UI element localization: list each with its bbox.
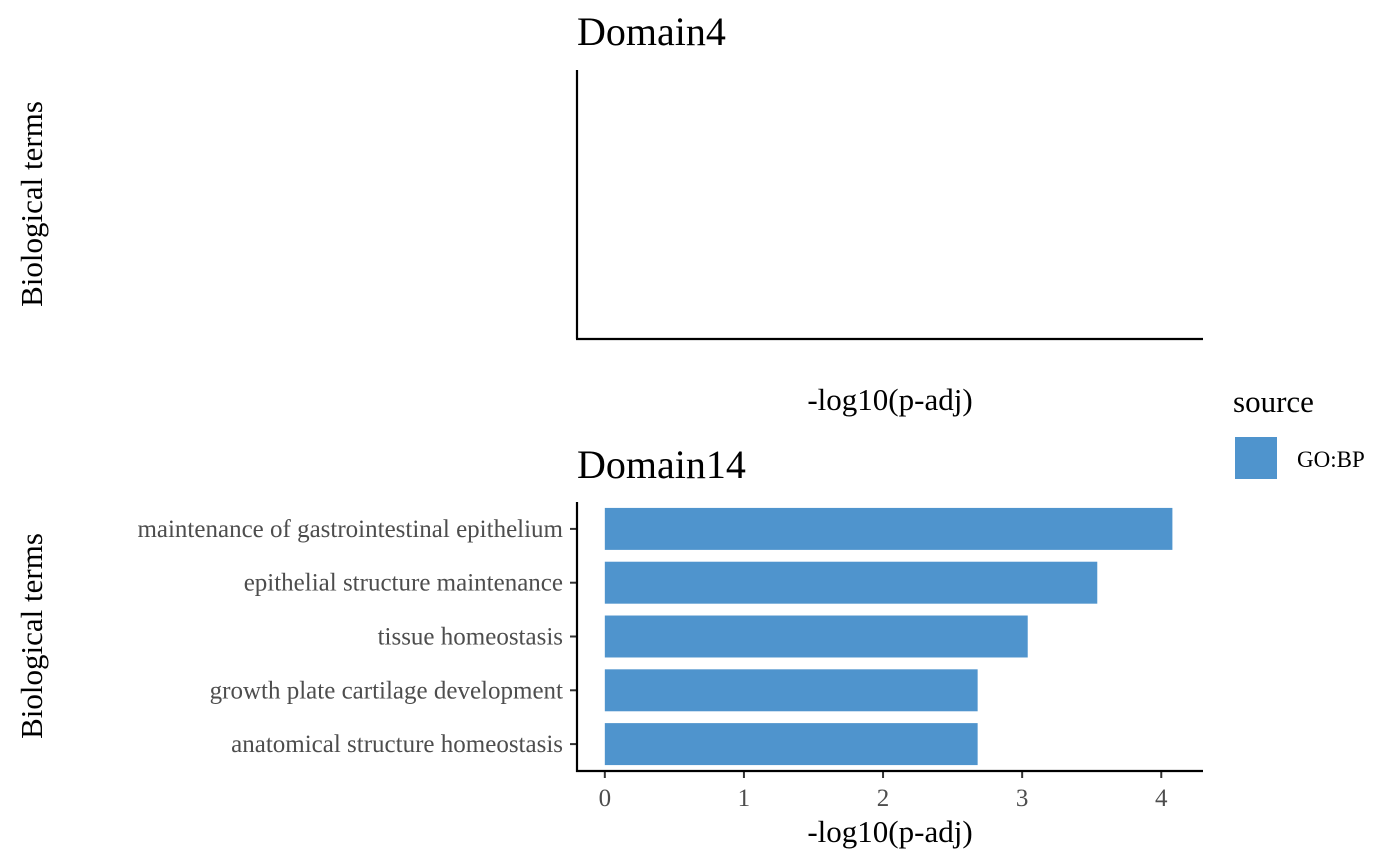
y-tick-label: anatomical structure homeostasis — [231, 731, 563, 758]
legend: source GO:BP — [1233, 384, 1365, 479]
x-tick-label: 1 — [738, 785, 751, 812]
x-tick-label: 3 — [1016, 785, 1029, 812]
y-axis-title: Biological terms — [14, 533, 49, 739]
x-tick-label: 0 — [599, 785, 612, 812]
x-tick-label: 4 — [1155, 785, 1168, 812]
y-axis-title: Biological terms — [14, 101, 49, 307]
bar — [604, 723, 978, 766]
legend-label: GO:BP — [1297, 447, 1365, 472]
bar — [604, 615, 1028, 658]
legend-title: source — [1233, 384, 1314, 419]
y-tick-label: tissue homeostasis — [378, 624, 563, 651]
panel-domain4: Domain4 -log10(p-adj) Biological terms — [14, 9, 1203, 417]
panel-title: Domain4 — [577, 9, 726, 54]
x-axis-title: -log10(p-adj) — [807, 814, 972, 849]
bar — [604, 561, 1098, 604]
x-tick-label: 2 — [877, 785, 890, 812]
panel-title: Domain14 — [577, 442, 746, 487]
panel-domain14: Domain14 maintenance of gastrointestinal… — [14, 442, 1203, 849]
bars-group — [604, 507, 1173, 766]
y-tick-label: growth plate cartilage development — [210, 677, 563, 704]
y-ticks-group: maintenance of gastrointestinal epitheli… — [137, 516, 577, 758]
bar — [604, 669, 978, 712]
x-axis-title: -log10(p-adj) — [807, 382, 972, 417]
x-ticks-group: 0 1 2 3 4 — [599, 771, 1168, 812]
legend-swatch — [1235, 437, 1277, 479]
y-tick-label: epithelial structure maintenance — [244, 570, 563, 597]
bar — [604, 507, 1173, 550]
y-tick-label: maintenance of gastrointestinal epitheli… — [137, 516, 563, 543]
